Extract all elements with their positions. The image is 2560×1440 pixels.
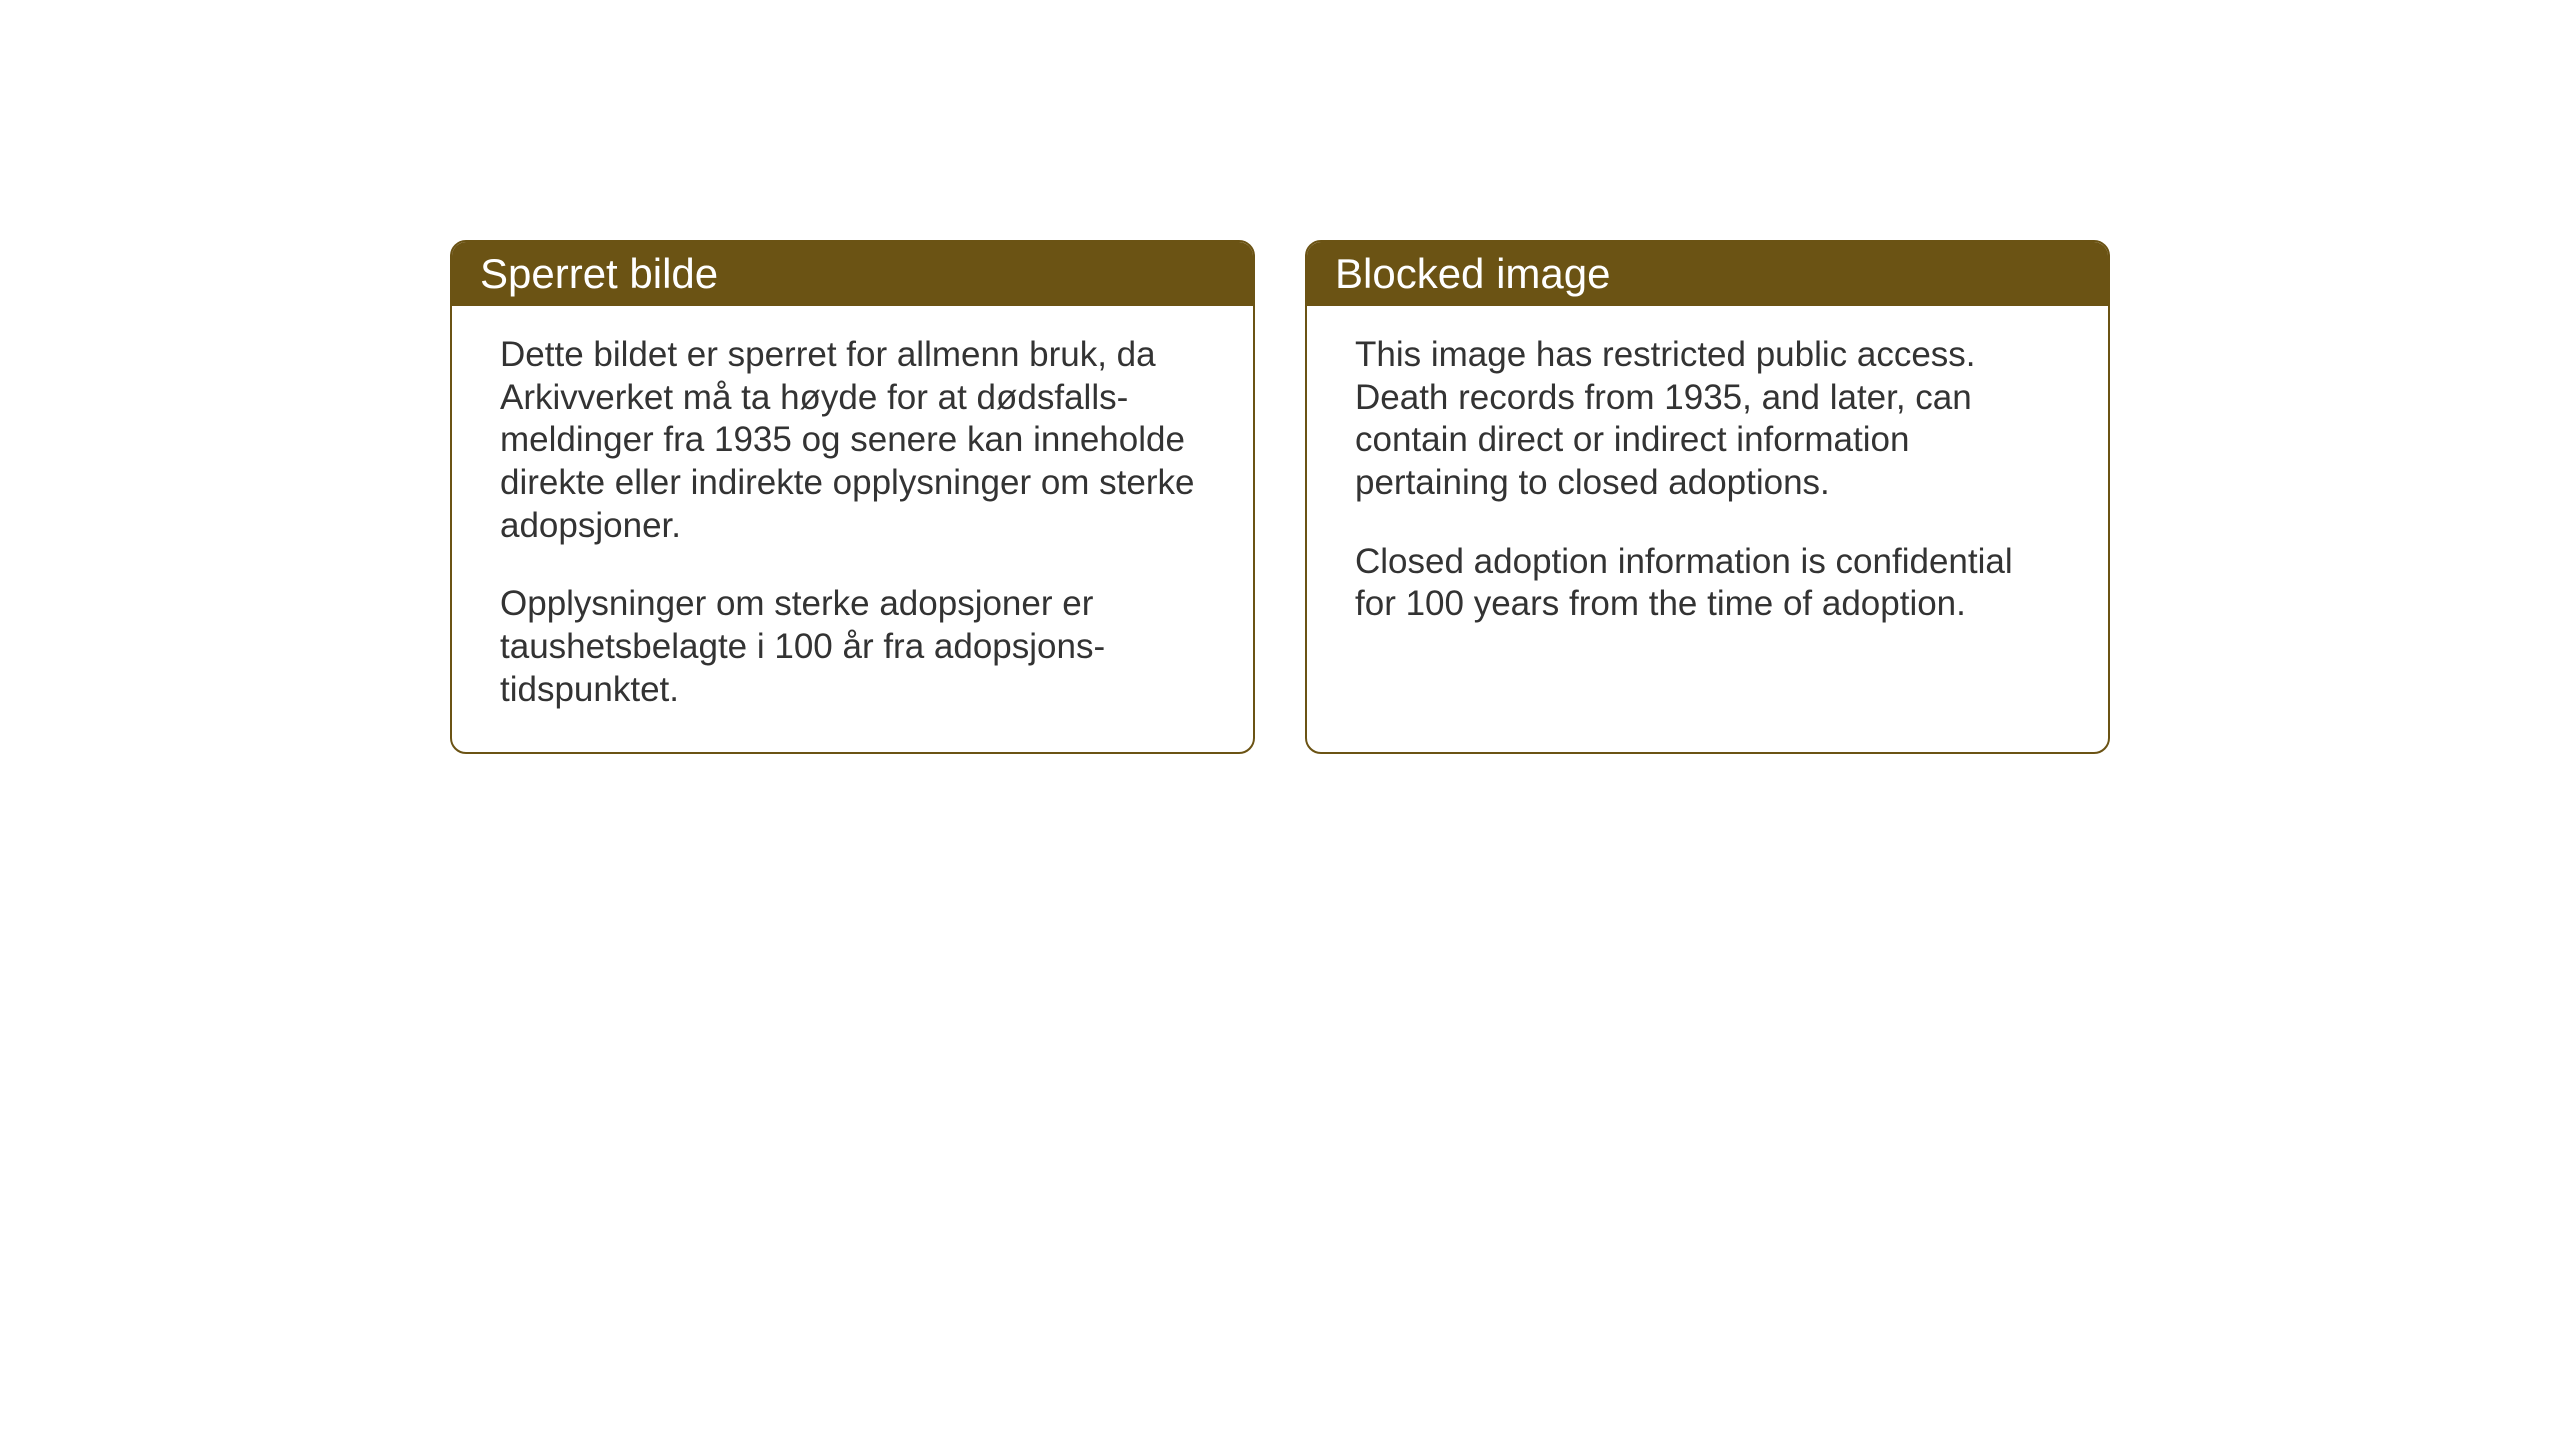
cards-container: Sperret bilde Dette bildet er sperret fo… — [450, 240, 2110, 754]
card-english: Blocked image This image has restricted … — [1305, 240, 2110, 754]
card-paragraph: Closed adoption information is confident… — [1355, 541, 2060, 626]
card-paragraph: Opplysninger om sterke adopsjoner er tau… — [500, 583, 1205, 711]
card-norwegian: Sperret bilde Dette bildet er sperret fo… — [450, 240, 1255, 754]
card-body-norwegian: Dette bildet er sperret for allmenn bruk… — [452, 306, 1253, 752]
card-body-english: This image has restricted public access.… — [1307, 306, 2108, 706]
card-paragraph: This image has restricted public access.… — [1355, 334, 2060, 505]
card-header-norwegian: Sperret bilde — [452, 242, 1253, 306]
card-paragraph: Dette bildet er sperret for allmenn bruk… — [500, 334, 1205, 547]
card-header-english: Blocked image — [1307, 242, 2108, 306]
